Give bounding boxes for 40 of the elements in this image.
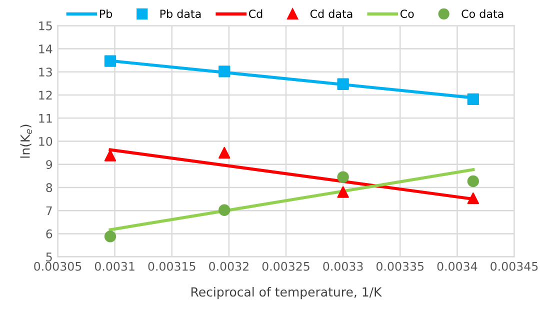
point xyxy=(104,230,116,242)
y-tick-label: 8 xyxy=(46,183,52,192)
legend-label: Pb xyxy=(100,9,112,18)
legend-label: Pb data xyxy=(160,9,201,18)
point xyxy=(104,55,116,67)
x-tick-label: 0.0033 xyxy=(323,262,363,271)
y-axis-title: ln(K$_{e}$) xyxy=(20,124,32,158)
point xyxy=(467,93,480,106)
legend-label: Co xyxy=(400,10,414,18)
point xyxy=(467,192,480,204)
point xyxy=(467,175,480,188)
x-tick-label: 0.00345 xyxy=(490,262,538,271)
y-tick-label: 15 xyxy=(39,22,52,30)
x-tick-label: 0.0034 xyxy=(437,262,478,271)
x-tick-label: 0.00305 xyxy=(34,262,82,271)
legend-label: Cd data xyxy=(310,9,352,18)
legend-label: Co data xyxy=(462,9,504,18)
y-tick-label: 6 xyxy=(46,229,52,238)
y-tick-label: 12 xyxy=(39,90,52,100)
y-tick-label: 7 xyxy=(46,206,52,216)
point xyxy=(218,146,230,159)
y-tick-label: 13 xyxy=(39,68,52,77)
y-tick-label: 5 xyxy=(46,252,52,262)
point xyxy=(218,66,230,78)
x-tick-label: 0.00315 xyxy=(148,262,196,271)
y-tick-label: 14 xyxy=(39,44,52,54)
y-tick-label: 10 xyxy=(39,136,52,146)
point xyxy=(104,150,116,162)
x-tick-label: 0.00325 xyxy=(262,262,310,271)
point xyxy=(337,78,349,90)
y-tick-label: 9 xyxy=(46,160,52,170)
point xyxy=(337,186,349,198)
point xyxy=(337,171,349,183)
y-tick-label: 11 xyxy=(39,114,52,123)
x-axis-title: Reciprocal of temperature, 1/K xyxy=(191,286,382,300)
legend-label: Cd xyxy=(248,9,262,18)
x-tick-label: 0.0031 xyxy=(94,262,134,271)
x-tick-label: 0.00335 xyxy=(376,262,424,271)
point xyxy=(218,204,230,216)
x-tick-label: 0.0032 xyxy=(209,262,248,271)
